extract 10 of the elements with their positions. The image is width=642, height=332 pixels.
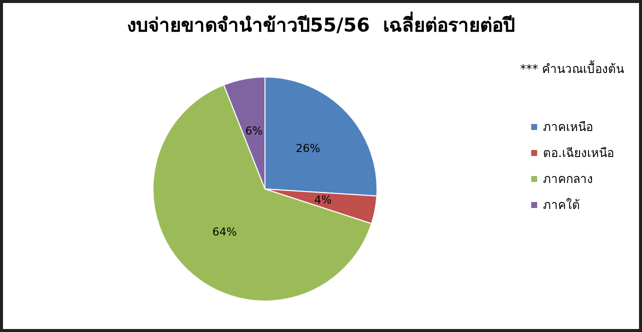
- data-label: 6%: [245, 124, 263, 138]
- text: *** คำนวณเบื้องต้น: [520, 60, 624, 76]
- data-label: 64%: [212, 226, 237, 239]
- chart-title: งบจ่ายขาดจำนำข้าวปี55/56 เฉลี่ยต่อรายต่อปี: [126, 12, 516, 36]
- legend-label: ภาคเหนือ: [543, 120, 594, 134]
- legend-label: ภาคกลาง: [543, 172, 594, 186]
- data-label: 26%: [296, 142, 320, 156]
- legend-label: ภาคใต้: [543, 198, 580, 212]
- data-label: 4%: [314, 194, 332, 207]
- legend-label: ตอ.เฉียงเหนือ: [543, 146, 614, 160]
